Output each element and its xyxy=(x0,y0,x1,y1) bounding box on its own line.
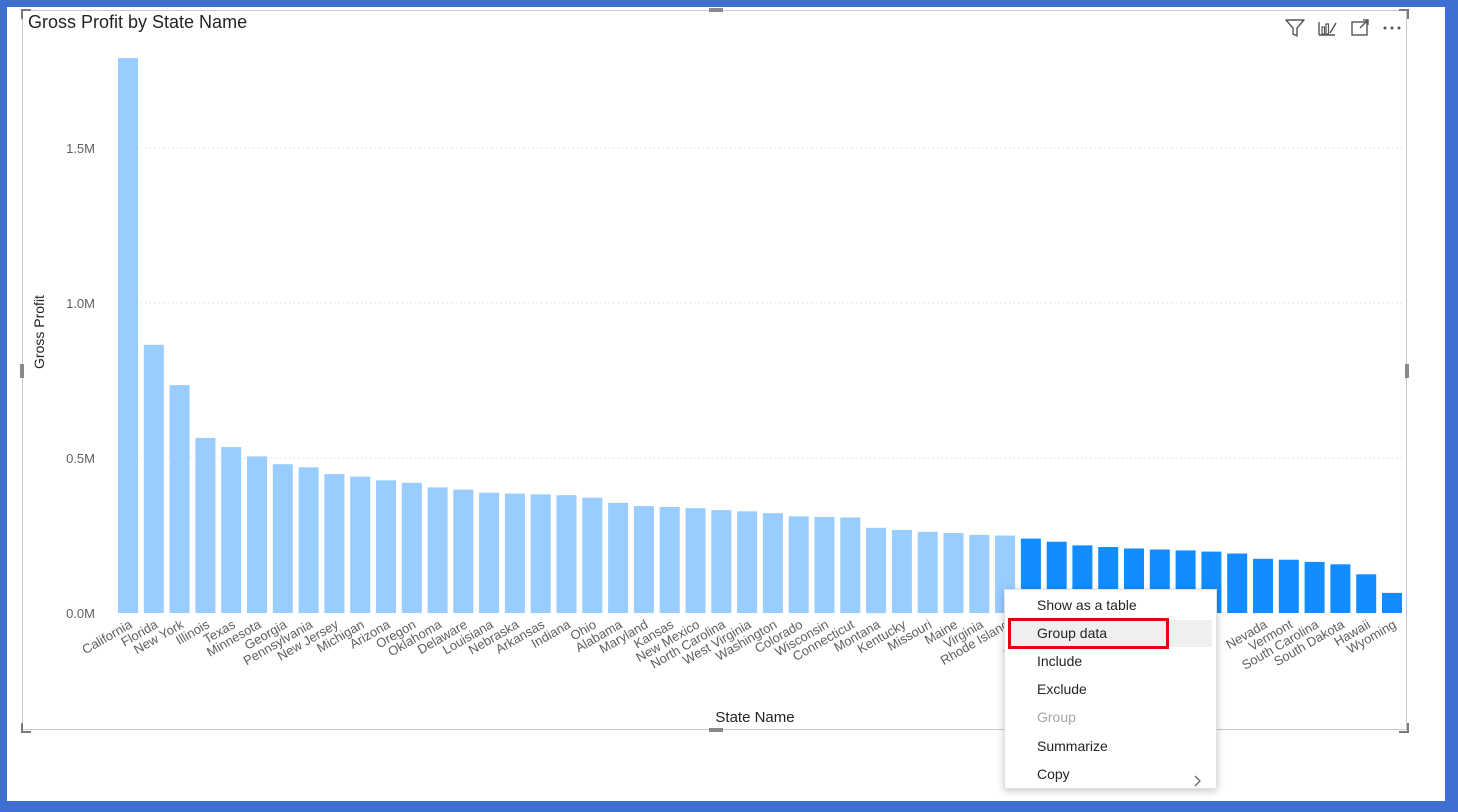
resize-handle-right[interactable] xyxy=(1405,364,1409,378)
x-axis-title: State Name xyxy=(715,709,794,726)
menu-item-group-data[interactable]: Group data xyxy=(1011,620,1212,647)
bar[interactable] xyxy=(891,529,912,613)
bar[interactable] xyxy=(1356,574,1377,614)
context-menu: Show as a table Group data Include Exclude G… xyxy=(1004,589,1217,789)
bar[interactable] xyxy=(737,511,758,613)
bar[interactable] xyxy=(195,437,216,613)
bar[interactable] xyxy=(247,456,267,613)
bar[interactable] xyxy=(298,467,319,613)
menu-item-show-as-a-table[interactable]: Show as a table xyxy=(1011,592,1212,619)
bar[interactable] xyxy=(376,480,396,613)
menu-item-group[interactable]: Group xyxy=(1011,704,1212,731)
resize-handle-bottom-left[interactable] xyxy=(21,723,31,733)
bar[interactable] xyxy=(1304,561,1325,613)
bar[interactable] xyxy=(556,495,577,613)
bar[interactable] xyxy=(608,502,629,613)
y-tick-label: 1.5M xyxy=(66,141,95,156)
bar[interactable] xyxy=(169,385,190,613)
bar[interactable] xyxy=(659,507,680,613)
menu-item-label: Summarize xyxy=(1037,738,1108,754)
menu-item-label: Group xyxy=(1037,709,1076,725)
bar[interactable] xyxy=(350,476,371,613)
bar[interactable] xyxy=(788,516,809,613)
bar[interactable] xyxy=(762,513,783,613)
bar[interactable] xyxy=(221,447,242,613)
bar[interactable] xyxy=(969,534,990,613)
bar[interactable] xyxy=(582,497,603,613)
menu-item-label: Group data xyxy=(1037,625,1108,641)
menu-item-include[interactable]: Include xyxy=(1011,648,1212,675)
bar[interactable] xyxy=(453,489,474,613)
bar[interactable] xyxy=(633,506,654,613)
bar[interactable] xyxy=(866,527,887,614)
menu-item-exclude[interactable]: Exclude xyxy=(1011,676,1212,703)
bar[interactable] xyxy=(711,510,732,613)
menu-item-label: Exclude xyxy=(1037,681,1087,697)
more-options-icon[interactable] xyxy=(1381,17,1403,39)
drill-icon[interactable] xyxy=(1316,17,1338,39)
chevron-right-icon xyxy=(1194,769,1202,796)
resize-handle-top-right[interactable] xyxy=(1399,9,1409,19)
group-data-highlight-box xyxy=(1008,618,1169,649)
resize-handle-left[interactable] xyxy=(20,364,24,378)
menu-item-label: Show as a table xyxy=(1037,597,1137,613)
resize-handle-top-left[interactable] xyxy=(21,9,31,19)
filter-icon[interactable] xyxy=(1284,17,1306,39)
bar[interactable] xyxy=(840,517,861,614)
bar[interactable] xyxy=(1330,564,1351,613)
y-tick-label: 1.0M xyxy=(66,296,95,311)
y-tick-label: 0.0M xyxy=(66,606,95,621)
visual-title: Gross Profit by State Name xyxy=(28,12,248,32)
bar[interactable] xyxy=(917,531,938,613)
bar[interactable] xyxy=(504,493,525,613)
bar[interactable] xyxy=(530,494,551,613)
bar[interactable] xyxy=(143,344,164,613)
menu-item-label: Copy xyxy=(1037,766,1070,782)
resize-handle-top[interactable] xyxy=(709,8,723,12)
menu-item-label: Include xyxy=(1037,653,1083,669)
bar[interactable] xyxy=(685,508,706,613)
menu-item-copy[interactable]: Copy xyxy=(1011,761,1212,788)
menu-item-summarize[interactable]: Summarize xyxy=(1011,733,1212,760)
bar[interactable] xyxy=(401,482,422,613)
bar[interactable] xyxy=(324,474,345,613)
bar[interactable] xyxy=(427,487,448,613)
bar[interactable] xyxy=(479,492,500,613)
resize-handle-bottom-right[interactable] xyxy=(1399,723,1409,733)
bar[interactable] xyxy=(118,58,138,614)
bar[interactable] xyxy=(272,464,293,613)
bar[interactable] xyxy=(1253,558,1273,614)
bar[interactable] xyxy=(943,533,964,613)
bar[interactable] xyxy=(814,516,835,613)
focus-mode-icon[interactable] xyxy=(1349,17,1371,39)
bar[interactable] xyxy=(1227,553,1248,614)
y-tick-label: 0.5M xyxy=(66,451,95,466)
bar[interactable] xyxy=(1382,592,1402,613)
resize-handle-bottom[interactable] xyxy=(709,728,723,732)
y-axis-title: Gross Profit xyxy=(31,295,47,369)
bar[interactable] xyxy=(1278,559,1299,613)
